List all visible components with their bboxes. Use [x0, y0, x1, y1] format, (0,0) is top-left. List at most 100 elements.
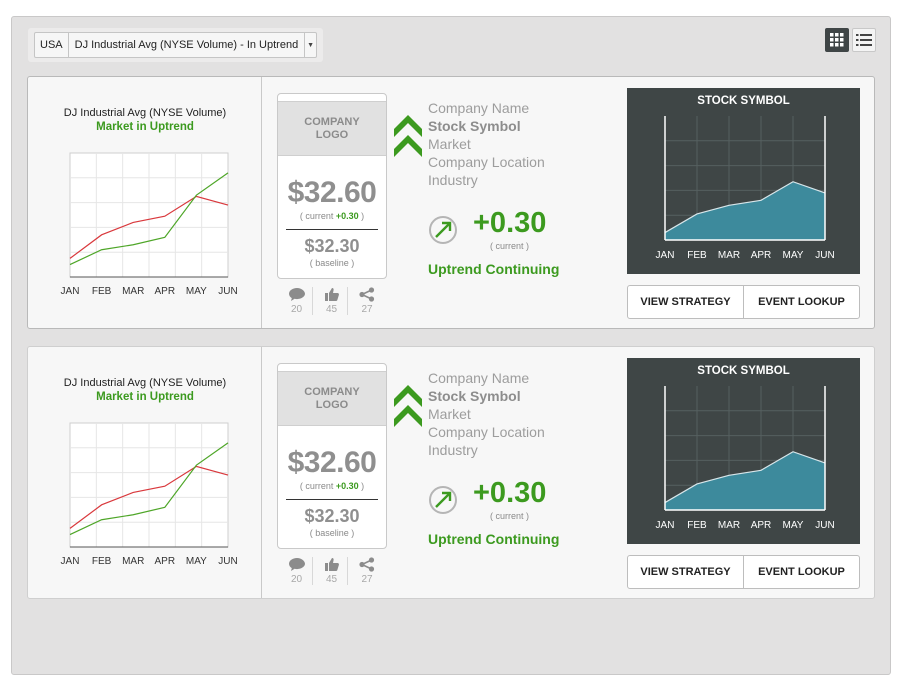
current-note: ( current +0.30 ) [278, 211, 386, 221]
price-divider [286, 499, 378, 500]
x-tick-label: JAN [656, 520, 675, 531]
x-tick-label: MAR [718, 250, 740, 261]
like-count: 45 [325, 304, 338, 315]
caret-down-icon[interactable]: ▼ [307, 41, 315, 49]
share-button[interactable]: 27 [351, 557, 383, 585]
share-icon [359, 287, 375, 302]
view-strategy-button[interactable]: VIEW STRATEGY [628, 556, 744, 588]
x-tick-label: MAY [186, 286, 207, 297]
share-button[interactable]: 27 [351, 287, 383, 315]
stock-card: DJ Industrial Avg (NYSE Volume) Market i… [27, 76, 875, 329]
trend-arrow-icon [429, 216, 457, 244]
market-line-chart: JAN FEB MAR APR MAY JUN [61, 422, 238, 567]
area-fill [665, 451, 825, 510]
x-tick-label: JAN [61, 286, 80, 297]
x-tick-label: MAY [783, 520, 804, 531]
baseline-price: $32.30 [304, 506, 360, 526]
list-view-icon [856, 34, 872, 46]
x-tick-label: JAN [656, 250, 675, 261]
x-tick-label: APR [155, 556, 176, 567]
x-tick-label: MAY [186, 556, 207, 567]
comment-icon [288, 558, 305, 571]
comment-button[interactable]: 20 [281, 287, 313, 315]
current-note: ( current +0.30 ) [278, 481, 386, 491]
company-name: Company Name [428, 100, 530, 116]
series-line-1 [69, 465, 229, 529]
company-summary-card[interactable]: COMPANY LOGO $32.60 ( current +0.30 ) $3… [277, 93, 387, 279]
market-name: Market [428, 406, 471, 422]
price-change: +0.30 [473, 477, 547, 509]
x-tick-label: FEB [687, 250, 707, 261]
trend-arrow-icon [429, 486, 457, 514]
grid-view-button[interactable] [825, 28, 849, 52]
current-price: $32.60 [287, 446, 377, 479]
stock-card: DJ Industrial Avg (NYSE Volume) Market i… [27, 346, 875, 599]
index-label[interactable]: DJ Industrial Avg (NYSE Volume) - In Upt… [69, 33, 306, 57]
trend-label: Uptrend Continuing [428, 531, 560, 547]
x-tick-label: FEB [687, 520, 707, 531]
social-actions: 20 45 27 [277, 287, 387, 315]
share-count: 27 [361, 304, 373, 315]
stock-chart-panel: STOCK SYMBOL JAN FEB MAR APR MAY JUN [627, 358, 860, 544]
card-actions: VIEW STRATEGY EVENT LOOKUP [627, 285, 860, 319]
market-selector: USA DJ Industrial Avg (NYSE Volume) - In… [28, 28, 323, 62]
baseline-note: ( baseline ) [309, 528, 355, 538]
stock-symbol: Stock Symbol [428, 118, 521, 134]
area-line [664, 181, 826, 234]
event-lookup-button[interactable]: EVENT LOOKUP [758, 566, 845, 578]
company-info: Company Name Stock Symbol Market Company… [428, 99, 545, 189]
event-lookup-button[interactable]: EVENT LOOKUP [758, 296, 845, 308]
x-tick-label: APR [751, 520, 772, 531]
like-count: 45 [325, 574, 338, 585]
x-tick-label: JUN [218, 556, 237, 567]
share-count: 27 [361, 574, 373, 585]
current-change: +0.30 [335, 211, 359, 221]
company-info: Company Name Stock Symbol Market Company… [428, 369, 545, 459]
industry: Industry [428, 442, 478, 458]
x-tick-label: MAR [122, 286, 144, 297]
chevron-up-double-icon [394, 115, 422, 157]
social-actions: 20 45 27 [277, 557, 387, 585]
market-panel: DJ Industrial Avg (NYSE Volume) Market i… [28, 77, 262, 328]
thumbs-up-icon [324, 288, 339, 301]
market-title: DJ Industrial Avg (NYSE Volume) [63, 377, 227, 389]
x-tick-label: JAN [61, 556, 80, 567]
stock-chart-panel: STOCK SYMBOL JAN FEB MAR APR MAY JUN [627, 88, 860, 274]
index-dropdown[interactable]: USA DJ Industrial Avg (NYSE Volume) - In… [34, 32, 317, 58]
chevron-up-double-icon [394, 385, 422, 427]
grid-view-icon [830, 33, 844, 47]
view-strategy-button[interactable]: VIEW STRATEGY [628, 286, 744, 318]
price-change: +0.30 [473, 207, 547, 239]
x-tick-label: APR [751, 250, 772, 261]
baseline-price: $32.30 [304, 236, 360, 256]
market-panel: DJ Industrial Avg (NYSE Volume) Market i… [28, 347, 262, 598]
x-tick-label: JUN [815, 250, 834, 261]
x-tick-label: MAY [783, 250, 804, 261]
list-view-button[interactable] [852, 28, 876, 52]
price-divider [286, 229, 378, 230]
like-button[interactable]: 45 [316, 557, 348, 585]
market-status: Market in Uptrend [96, 121, 194, 133]
view-toggle [825, 28, 876, 52]
thumbs-up-icon [324, 558, 339, 571]
trend-label: Uptrend Continuing [428, 261, 560, 277]
country-label[interactable]: USA [35, 33, 69, 57]
company-name: Company Name [428, 370, 530, 386]
like-button[interactable]: 45 [316, 287, 348, 315]
series-line-1 [69, 195, 229, 259]
company-summary-card[interactable]: COMPANY LOGO $32.60 ( current +0.30 ) $3… [277, 363, 387, 549]
company-logo-placeholder: COMPANY LOGO [278, 371, 386, 426]
company-location: Company Location [428, 424, 545, 440]
stock-symbol: Stock Symbol [428, 388, 521, 404]
current-note-suffix: ) [358, 211, 365, 221]
stock-area-chart: JAN FEB MAR APR MAY JUN [656, 386, 835, 531]
market-name: Market [428, 136, 471, 152]
market-line-chart: JAN FEB MAR APR MAY JUN [61, 152, 238, 297]
current-note-prefix: ( current [299, 211, 336, 221]
company-logo-placeholder: COMPANY LOGO [278, 101, 386, 156]
company-location: Company Location [428, 154, 545, 170]
price-change-note: ( current ) [490, 241, 530, 251]
current-note-suffix: ) [358, 481, 365, 491]
series-line-2 [69, 172, 229, 266]
comment-button[interactable]: 20 [281, 557, 313, 585]
